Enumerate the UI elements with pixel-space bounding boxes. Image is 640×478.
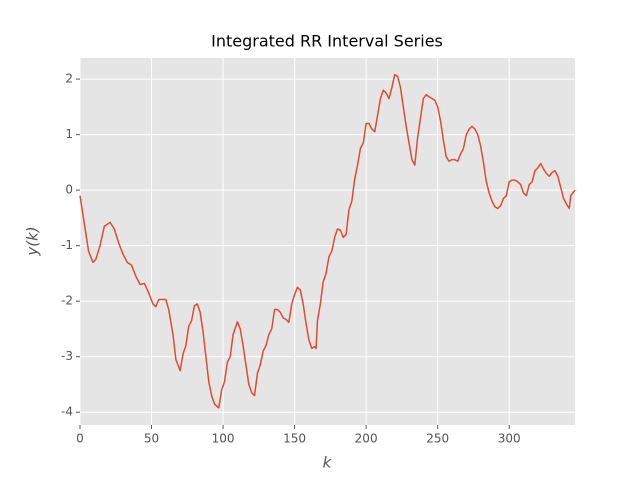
y-tick-label: 1 [65,127,73,141]
x-tick-label: 200 [355,432,378,446]
y-tick-label: 0 [65,183,73,197]
x-tick-label: 250 [426,432,449,446]
y-axis-label: y(k) [24,226,42,256]
plot-area [80,58,575,425]
x-tick-label: 150 [283,432,306,446]
y-tick-label: -3 [61,349,73,363]
y-tick-label: -2 [61,294,73,308]
y-tick-label: -4 [61,405,73,419]
y-tick-label: -1 [61,238,73,252]
x-tick-label: 50 [144,432,159,446]
chart-title: Integrated RR Interval Series [211,32,443,51]
x-tick-label: 0 [76,432,84,446]
x-tick-label: 300 [498,432,521,446]
grid [79,58,575,425]
x-tick-label: 100 [212,432,235,446]
y-tick-label: 2 [65,72,73,86]
x-axis-label: k [323,454,333,472]
data-line [79,73,576,409]
